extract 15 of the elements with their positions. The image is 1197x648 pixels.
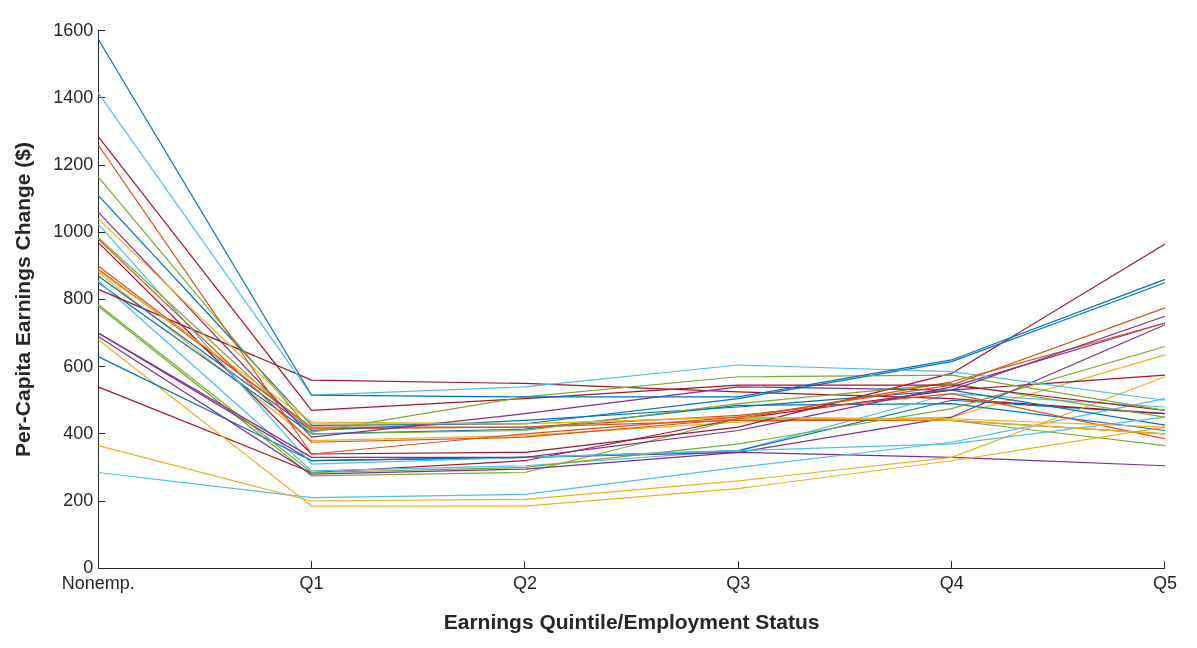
x-axis-title: Earnings Quintile/Employment Status bbox=[443, 610, 820, 634]
y-tick-label: 1200 bbox=[53, 154, 94, 175]
y-tick-label: 1400 bbox=[53, 86, 94, 107]
y-tick-label: 400 bbox=[63, 422, 94, 443]
x-tick-label: Q2 bbox=[512, 572, 537, 593]
y-tick-label: 800 bbox=[63, 288, 94, 309]
x-tick-label: Q5 bbox=[1152, 572, 1177, 593]
y-axis-title: Per-Capita Earnings Change ($) bbox=[11, 141, 35, 458]
x-tick-label: Q1 bbox=[299, 572, 324, 593]
y-tick-label: 1000 bbox=[53, 221, 94, 242]
y-tick-label: 1600 bbox=[53, 19, 94, 40]
x-tick-label: Q4 bbox=[939, 572, 964, 593]
y-tick-label: 600 bbox=[63, 355, 94, 376]
x-tick-label: Q3 bbox=[726, 572, 751, 593]
y-tick-label: 200 bbox=[63, 489, 94, 510]
